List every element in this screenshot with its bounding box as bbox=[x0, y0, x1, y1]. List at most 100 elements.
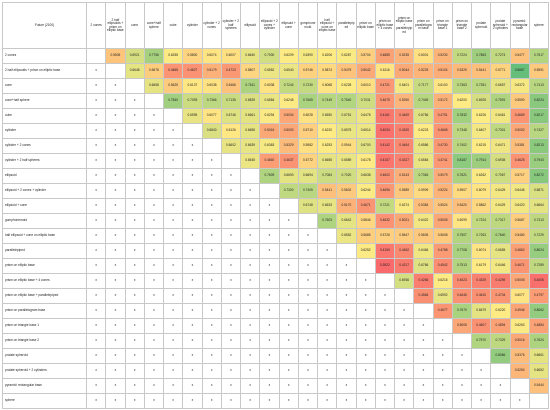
value-cell[interactable]: 0.6466 bbox=[413, 243, 434, 259]
empty-cell-marker[interactable]: x bbox=[297, 243, 319, 259]
empty-cell-marker[interactable]: x bbox=[278, 363, 299, 379]
empty-cell-marker[interactable]: x bbox=[201, 318, 222, 334]
value-cell[interactable]: 0.7363 bbox=[451, 78, 473, 94]
empty-cell-marker[interactable]: x bbox=[297, 318, 319, 334]
empty-cell-marker[interactable]: x bbox=[278, 303, 299, 319]
value-cell[interactable]: 0.5170 bbox=[336, 198, 357, 214]
empty-cell-marker[interactable]: x bbox=[124, 138, 145, 154]
value-cell[interactable]: 0.6595 bbox=[182, 108, 203, 124]
value-cell[interactable]: 0.6461 bbox=[490, 108, 511, 124]
value-cell[interactable]: 0.6550 bbox=[316, 108, 338, 124]
empty-cell-marker[interactable]: x bbox=[143, 303, 165, 319]
empty-cell-marker[interactable]: x bbox=[220, 303, 242, 319]
diagonal-cell[interactable] bbox=[182, 123, 203, 139]
value-cell[interactable]: 0.4721 bbox=[374, 78, 396, 94]
empty-cell-marker[interactable]: x bbox=[85, 363, 107, 379]
value-cell[interactable]: 0.7449 bbox=[316, 93, 338, 109]
empty-cell-marker[interactable]: x bbox=[355, 303, 376, 319]
empty-cell-marker[interactable]: x bbox=[143, 393, 165, 409]
value-cell[interactable]: 0.6638 bbox=[355, 168, 376, 184]
empty-cell-marker[interactable]: x bbox=[374, 378, 396, 394]
row-label[interactable]: prism on parallelogram base bbox=[2, 303, 87, 319]
empty-cell-marker[interactable]: x bbox=[162, 213, 184, 229]
value-cell[interactable]: 0.7363 bbox=[413, 168, 434, 184]
empty-cell-marker[interactable]: x bbox=[201, 213, 222, 229]
empty-cell-marker[interactable]: x bbox=[278, 393, 299, 409]
empty-cell-marker[interactable]: x bbox=[316, 378, 338, 394]
empty-cell-marker[interactable]: x bbox=[239, 348, 261, 364]
row-label[interactable]: cube bbox=[2, 108, 87, 124]
empty-cell-marker[interactable]: x bbox=[393, 348, 415, 364]
value-cell[interactable]: 0.4637 bbox=[278, 153, 299, 169]
value-cell[interactable]: 0.4161 bbox=[374, 108, 396, 124]
value-cell[interactable]: 0.6223 bbox=[413, 123, 434, 139]
empty-cell-marker[interactable]: x bbox=[316, 393, 338, 409]
empty-cell-marker[interactable]: x bbox=[162, 363, 184, 379]
value-cell[interactable]: 0.7665 bbox=[297, 93, 319, 109]
value-cell[interactable]: 0.8217 bbox=[528, 108, 550, 124]
value-cell[interactable]: 0.5381 bbox=[509, 138, 530, 154]
empty-cell-marker[interactable]: x bbox=[259, 243, 280, 259]
value-cell[interactable]: 0.6655 bbox=[239, 123, 261, 139]
empty-cell-marker[interactable]: x bbox=[182, 333, 203, 349]
empty-cell-marker[interactable]: x bbox=[105, 243, 126, 259]
empty-cell-marker[interactable]: x bbox=[124, 348, 145, 364]
value-cell[interactable]: 0.4464 bbox=[393, 138, 415, 154]
value-cell[interactable]: 0.7570 bbox=[470, 333, 492, 349]
value-cell[interactable]: 0.5235 bbox=[393, 48, 415, 64]
empty-cell-marker[interactable]: x bbox=[85, 258, 107, 274]
row-label[interactable]: prism on triangle base 2 bbox=[2, 333, 87, 349]
value-cell[interactable]: 0.5444 bbox=[528, 378, 550, 394]
value-cell[interactable]: 0.6446 bbox=[490, 258, 511, 274]
diagonal-cell[interactable] bbox=[220, 153, 242, 169]
value-cell[interactable]: 0.5466 bbox=[220, 78, 242, 94]
value-cell[interactable]: 0.5591 bbox=[528, 63, 550, 79]
value-cell[interactable]: 0.5224 bbox=[432, 183, 453, 199]
value-cell[interactable]: 0.6215 bbox=[432, 273, 453, 289]
empty-cell-marker[interactable]: x bbox=[239, 213, 261, 229]
empty-cell-marker[interactable]: x bbox=[201, 228, 222, 244]
empty-cell-marker[interactable]: x bbox=[143, 288, 165, 304]
empty-cell-marker[interactable]: x bbox=[201, 303, 222, 319]
value-cell[interactable]: 0.6074 bbox=[201, 48, 222, 64]
value-cell[interactable]: 0.7405 bbox=[297, 183, 319, 199]
empty-cell-marker[interactable]: x bbox=[85, 138, 107, 154]
empty-cell-marker[interactable]: x bbox=[105, 198, 126, 214]
value-cell[interactable]: 0.8024 bbox=[528, 243, 550, 259]
value-cell[interactable]: 0.6661 bbox=[239, 108, 261, 124]
empty-cell-marker[interactable]: x bbox=[105, 273, 126, 289]
value-cell[interactable]: 0.6586 bbox=[413, 138, 434, 154]
value-cell[interactable]: 0.7313 bbox=[528, 213, 550, 229]
value-cell[interactable]: 0.4675 bbox=[374, 93, 396, 109]
value-cell[interactable]: 0.7329 bbox=[490, 333, 511, 349]
empty-cell-marker[interactable]: x bbox=[259, 318, 280, 334]
value-cell[interactable]: 0.7609 bbox=[259, 168, 280, 184]
empty-cell-marker[interactable]: x bbox=[297, 258, 319, 274]
column-header[interactable]: pyramid: rectangular base bbox=[509, 2, 530, 49]
empty-cell-marker[interactable]: x bbox=[143, 198, 165, 214]
value-cell[interactable]: 0.7301 bbox=[490, 123, 511, 139]
empty-cell-marker[interactable]: x bbox=[124, 318, 145, 334]
empty-cell-marker[interactable]: x bbox=[490, 378, 511, 394]
value-cell[interactable]: 0.5678 bbox=[143, 63, 165, 79]
value-cell[interactable]: 0.7756 bbox=[143, 48, 165, 64]
value-cell[interactable]: 0.7224 bbox=[470, 213, 492, 229]
value-cell[interactable]: 0.7000 bbox=[259, 48, 280, 64]
empty-cell-marker[interactable]: x bbox=[336, 363, 357, 379]
diagonal-cell[interactable] bbox=[201, 138, 222, 154]
empty-cell-marker[interactable]: x bbox=[220, 273, 242, 289]
empty-cell-marker[interactable]: x bbox=[105, 318, 126, 334]
value-cell[interactable]: 0.6640 bbox=[239, 48, 261, 64]
empty-cell-marker[interactable]: x bbox=[143, 243, 165, 259]
value-cell[interactable]: 0.5004 bbox=[278, 108, 299, 124]
diagonal-cell[interactable] bbox=[278, 198, 299, 214]
empty-cell-marker[interactable]: x bbox=[239, 333, 261, 349]
value-cell[interactable]: 0.5480 bbox=[509, 228, 530, 244]
value-cell[interactable]: 0.7611 bbox=[239, 78, 261, 94]
empty-cell-marker[interactable]: x bbox=[85, 243, 107, 259]
empty-cell-marker[interactable]: x bbox=[336, 273, 357, 289]
value-cell[interactable]: 0.6287 bbox=[336, 48, 357, 64]
value-cell[interactable]: 0.6589 bbox=[336, 153, 357, 169]
empty-cell-marker[interactable]: x bbox=[182, 183, 203, 199]
value-cell[interactable]: 0.5016 bbox=[259, 123, 280, 139]
